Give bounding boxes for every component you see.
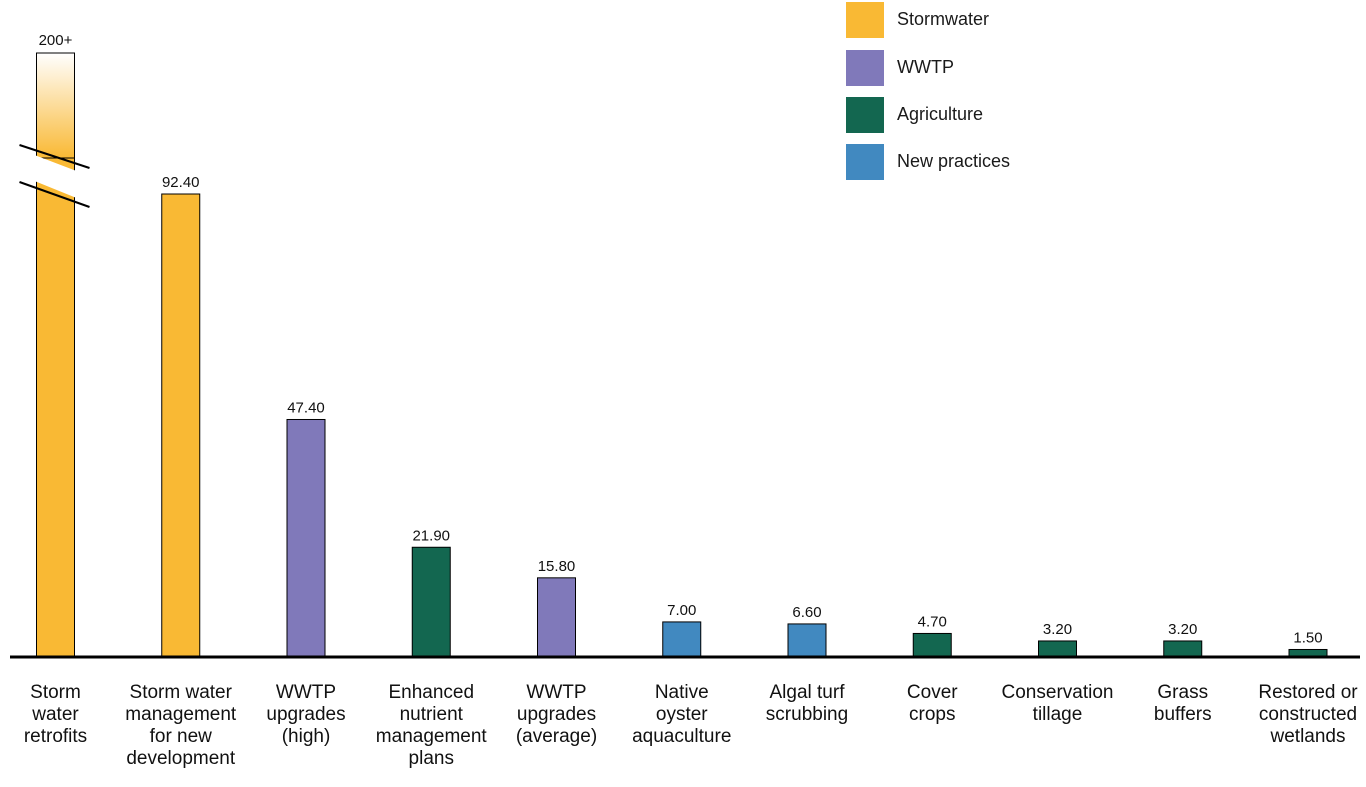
category-label: plans [409,748,454,769]
axis-break-gap [34,155,77,198]
legend-label-stormwater: Stormwater [897,9,990,29]
category-label: upgrades [517,704,596,725]
bar-upper-segment [36,52,75,159]
bar [161,193,201,658]
category-label: management [376,726,488,747]
data-label: 3.20 [1043,621,1072,638]
category-label: Storm water [130,682,233,703]
category-label: (high) [282,726,331,747]
bar [36,157,75,658]
category-label: wetlands [1270,726,1346,747]
category-label: upgrades [266,704,345,725]
category-label: Enhanced [388,682,474,703]
data-label: 15.80 [538,558,576,575]
category-label: aquaculture [632,726,731,747]
category-label: WWTP [276,682,336,703]
category-label: scrubbing [766,704,848,725]
bar [787,623,827,658]
category-label: development [126,748,236,769]
category-label: crops [909,704,955,725]
category-label: management [125,704,237,725]
category-label: Grass [1157,682,1208,703]
data-label: 92.40 [162,174,200,191]
legend-swatch-agriculture [846,97,884,133]
bar [912,632,952,658]
category-label: nutrient [400,704,464,725]
legend-item-new-practices: New practices [846,144,1146,180]
legend-swatch-stormwater [846,2,884,38]
legend-swatch-new-practices [846,144,884,180]
category-label: tillage [1033,704,1083,725]
category-label: Algal turf [770,682,846,703]
category-label: Cover [907,682,958,703]
axis-break-line [19,181,90,208]
bar [411,546,451,658]
data-label: 200+ [39,32,73,49]
data-label: 6.60 [792,604,821,621]
bar [662,621,702,658]
legend-item-wwtp: WWTP [846,50,1146,86]
legend-label-wwtp: WWTP [897,57,954,77]
category-label: (average) [516,726,597,747]
bar [1163,640,1203,658]
category-label: WWTP [526,682,586,703]
data-label: 21.90 [412,527,450,544]
legend-item-agriculture: Agriculture [846,97,1146,133]
data-label: 4.70 [918,613,947,630]
bar [286,418,326,658]
category-label: Restored or [1258,682,1358,703]
data-label: 47.40 [287,399,325,416]
category-label: Native [655,682,709,703]
data-label: 7.00 [667,602,696,619]
legend-swatch-wwtp [846,50,884,86]
legend-item-stormwater: Stormwater [846,2,1146,38]
category-label: retrofits [24,726,87,747]
category-label: Storm [30,682,81,703]
category-label: Conservation [1002,682,1114,703]
data-label: 3.20 [1168,621,1197,638]
category-label: constructed [1259,704,1357,725]
bar [1038,640,1077,658]
legend-label-agriculture: Agriculture [897,104,984,124]
category-label: for new [150,726,213,747]
data-label: 1.50 [1293,629,1322,646]
category-label: buffers [1154,704,1212,725]
legend-label-new-practices: New practices [897,151,1011,171]
axis-break-line [19,144,90,169]
category-label: oyster [656,704,708,725]
bar [537,577,576,658]
category-label: water [31,704,79,725]
